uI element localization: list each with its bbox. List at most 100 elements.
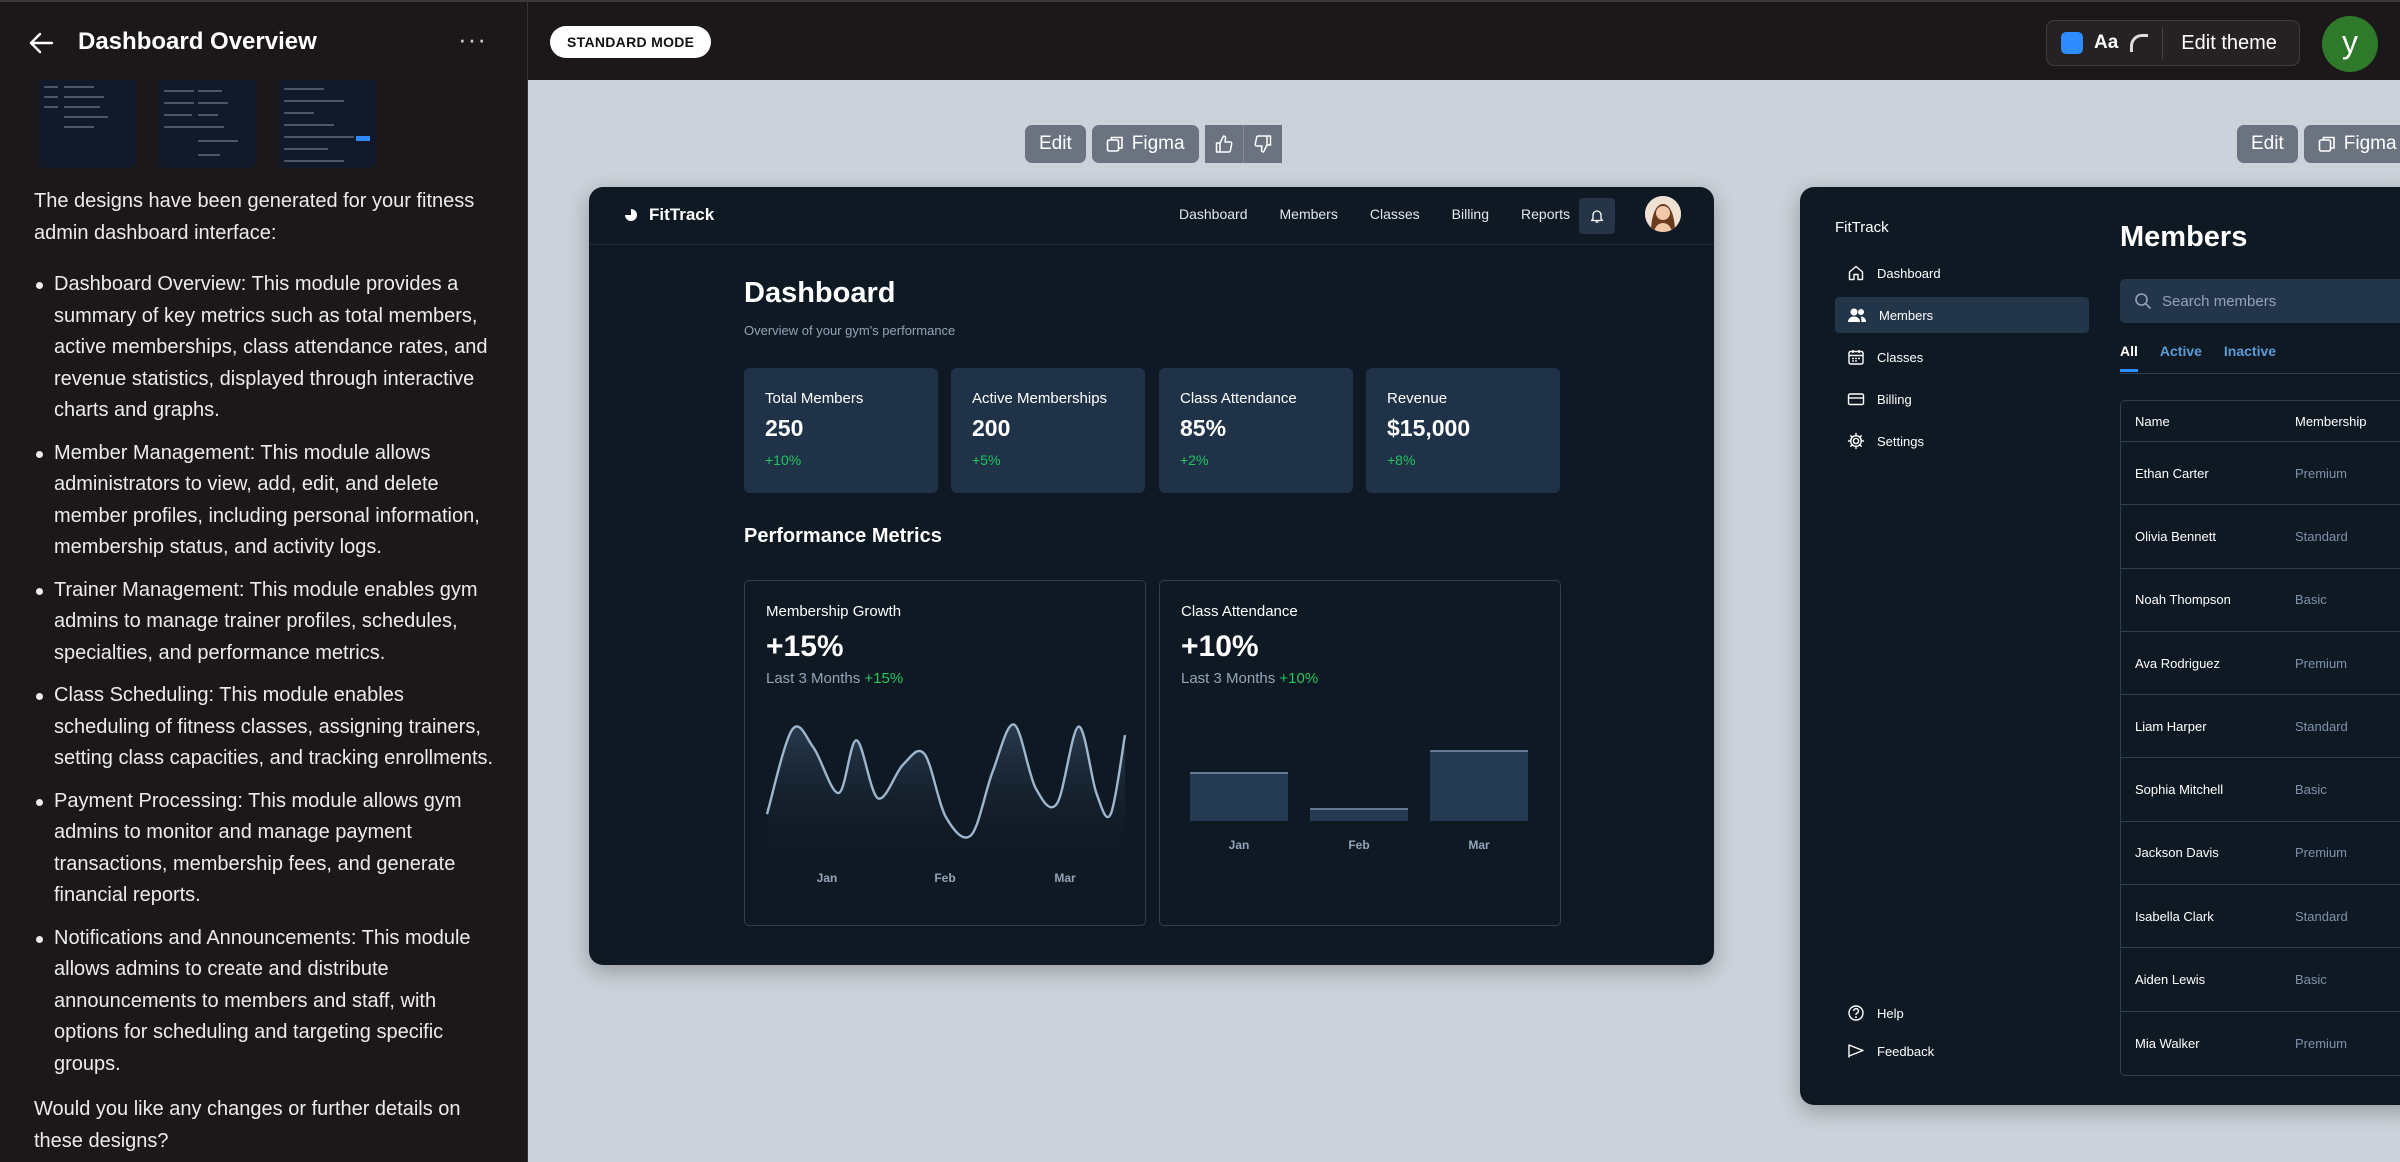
- calendar-icon: [1848, 350, 1864, 365]
- font-toggle[interactable]: Aa: [2094, 32, 2119, 53]
- member-name: Olivia Bennett: [2135, 528, 2216, 544]
- tab-active[interactable]: Active: [2159, 343, 2202, 359]
- period-change: +10%: [1279, 670, 1319, 687]
- nav-links: Dashboard Members Classes Billing Report…: [1179, 206, 1570, 222]
- member-name: Noah Thompson: [2135, 592, 2231, 608]
- sidebar-item-billing[interactable]: Billing: [1835, 381, 2089, 417]
- membership-type: Premium: [2295, 845, 2348, 861]
- table-row[interactable]: Isabella Clark Standard: [2121, 885, 2400, 949]
- figma-button[interactable]: Figma: [2303, 125, 2400, 163]
- notifications-button[interactable]: [1579, 198, 1615, 234]
- sidebar-item-settings[interactable]: Settings: [1835, 423, 2089, 459]
- membership-type: Standard: [2295, 718, 2348, 734]
- edit-theme-button[interactable]: Edit theme: [2181, 31, 2277, 54]
- nav-link-billing[interactable]: Billing: [1451, 206, 1490, 222]
- column-header-name[interactable]: Name: [2135, 413, 2170, 429]
- members-design-frame[interactable]: FitTrack Dashboard Members Classes Billi…: [1800, 187, 2400, 1105]
- bell-icon: [1590, 210, 1604, 223]
- nav-link-reports[interactable]: Reports: [1521, 206, 1571, 222]
- stat-card-total-members: Total Members 250 +10%: [744, 368, 938, 493]
- member-name: Jackson Davis: [2135, 845, 2219, 861]
- brand-name: FitTrack: [1835, 219, 1889, 236]
- nav-link-members[interactable]: Members: [1279, 206, 1338, 222]
- membership-type: Premium: [2295, 1035, 2348, 1051]
- design-canvas[interactable]: Edit Figma Edit Figma FitTrack: [529, 80, 2400, 1162]
- design-thumbnail[interactable]: [278, 80, 376, 168]
- period-label: Last 3 Months: [1181, 670, 1276, 687]
- table-row[interactable]: Liam Harper Standard: [2121, 695, 2400, 759]
- stat-card-active-memberships: Active Memberships 200 +5%: [951, 368, 1145, 493]
- logo-icon: [625, 209, 637, 221]
- table-row[interactable]: Ethan Carter Premium: [2121, 442, 2400, 506]
- table-row[interactable]: Sophia Mitchell Basic: [2121, 758, 2400, 822]
- user-avatar[interactable]: y: [2322, 16, 2378, 72]
- table-row[interactable]: Noah Thompson Basic: [2121, 569, 2400, 632]
- tabs-divider: [2120, 373, 2400, 374]
- search-input[interactable]: Search members: [2120, 279, 2400, 323]
- bar: [1310, 809, 1408, 821]
- dashboard-design-frame[interactable]: FitTrack Dashboard Members Classes Billi…: [589, 187, 1714, 965]
- edit-button[interactable]: Edit: [2237, 125, 2298, 163]
- sidebar-item-help[interactable]: Help: [1835, 995, 1934, 1031]
- nav-link-classes[interactable]: Classes: [1369, 206, 1420, 222]
- sidebar-item-dashboard[interactable]: Dashboard: [1835, 255, 2089, 291]
- tab-all[interactable]: All: [2120, 343, 2138, 372]
- more-options-button[interactable]: ···: [458, 24, 487, 54]
- feedback-group: [1204, 125, 1282, 163]
- bar: [1190, 773, 1288, 821]
- design-thumbnail[interactable]: [158, 80, 256, 168]
- stat-value: 250: [765, 415, 804, 441]
- page-title: Dashboard Overview: [78, 28, 317, 55]
- edit-button[interactable]: Edit: [1025, 125, 1086, 163]
- table-row[interactable]: Aiden Lewis Basic: [2121, 948, 2400, 1012]
- membership-type: Standard: [2295, 528, 2348, 544]
- sidebar-item-feedback[interactable]: Feedback: [1835, 1033, 1934, 1069]
- design-thumbnail[interactable]: [38, 80, 136, 168]
- bar: [1430, 751, 1528, 821]
- figma-button[interactable]: Figma: [1091, 125, 1199, 163]
- stat-label: Active Memberships: [972, 390, 1108, 407]
- member-name: Liam Harper: [2135, 718, 2207, 734]
- brand[interactable]: FitTrack: [623, 205, 714, 225]
- card-label: Membership Growth: [766, 603, 902, 620]
- nav-link-dashboard[interactable]: Dashboard: [1179, 206, 1248, 222]
- assistant-message: The designs have been generated for your…: [34, 186, 496, 1157]
- dashboard-title: Dashboard: [744, 277, 896, 309]
- sidebar-item-label: Dashboard: [1877, 265, 1941, 281]
- sidebar-nav: Dashboard Members Classes Billing Settin…: [1835, 255, 2089, 465]
- color-swatch[interactable]: [2061, 32, 2083, 54]
- thumbs-up-button[interactable]: [1204, 125, 1244, 163]
- thumbs-down-button[interactable]: [1243, 125, 1282, 163]
- membership-growth-chart: Jan Feb Mar: [765, 723, 1127, 885]
- x-tick-label: Jan: [1229, 838, 1250, 852]
- search-icon: [2135, 293, 2151, 309]
- sidebar-item-label: Feedback: [1877, 1043, 1935, 1059]
- back-button[interactable]: [24, 26, 58, 60]
- stat-value: 85%: [1180, 415, 1227, 441]
- profile-avatar[interactable]: [1645, 196, 1681, 232]
- sidebar-item-members[interactable]: Members: [1835, 297, 2089, 333]
- mode-badge[interactable]: STANDARD MODE: [550, 26, 712, 58]
- corner-radius-icon[interactable]: [2130, 34, 2149, 52]
- card-value: +15%: [766, 630, 844, 663]
- module-list: Dashboard Overview: This module provides…: [34, 269, 496, 1080]
- table-row[interactable]: Olivia Bennett Standard: [2121, 505, 2400, 569]
- brand-name: FitTrack: [649, 205, 715, 224]
- class-attendance-card: Class Attendance +10% Last 3 Months +10%…: [1159, 580, 1561, 926]
- design-thumbnails: [38, 80, 376, 168]
- column-header-membership[interactable]: Membership: [2295, 413, 2367, 429]
- sidebar-item-classes[interactable]: Classes: [1835, 339, 2089, 375]
- chat-panel: The designs have been generated for your…: [0, 80, 528, 1162]
- membership-type: Basic: [2295, 972, 2327, 988]
- x-tick-label: Jan: [817, 871, 838, 885]
- member-name: Sophia Mitchell: [2135, 782, 2224, 798]
- table-row[interactable]: Ava Rodriguez Premium: [2121, 632, 2400, 696]
- stat-label: Class Attendance: [1180, 390, 1297, 407]
- tab-inactive[interactable]: Inactive: [2223, 343, 2277, 359]
- list-item: Class Scheduling: This module enables sc…: [34, 680, 496, 775]
- table-row[interactable]: Jackson Davis Premium: [2121, 822, 2400, 886]
- table-row[interactable]: Mia Walker Premium: [2121, 1012, 2400, 1075]
- list-item: Dashboard Overview: This module provides…: [34, 269, 496, 427]
- member-name: Ava Rodriguez: [2135, 655, 2221, 671]
- sidebar-item-label: Help: [1877, 1005, 1904, 1021]
